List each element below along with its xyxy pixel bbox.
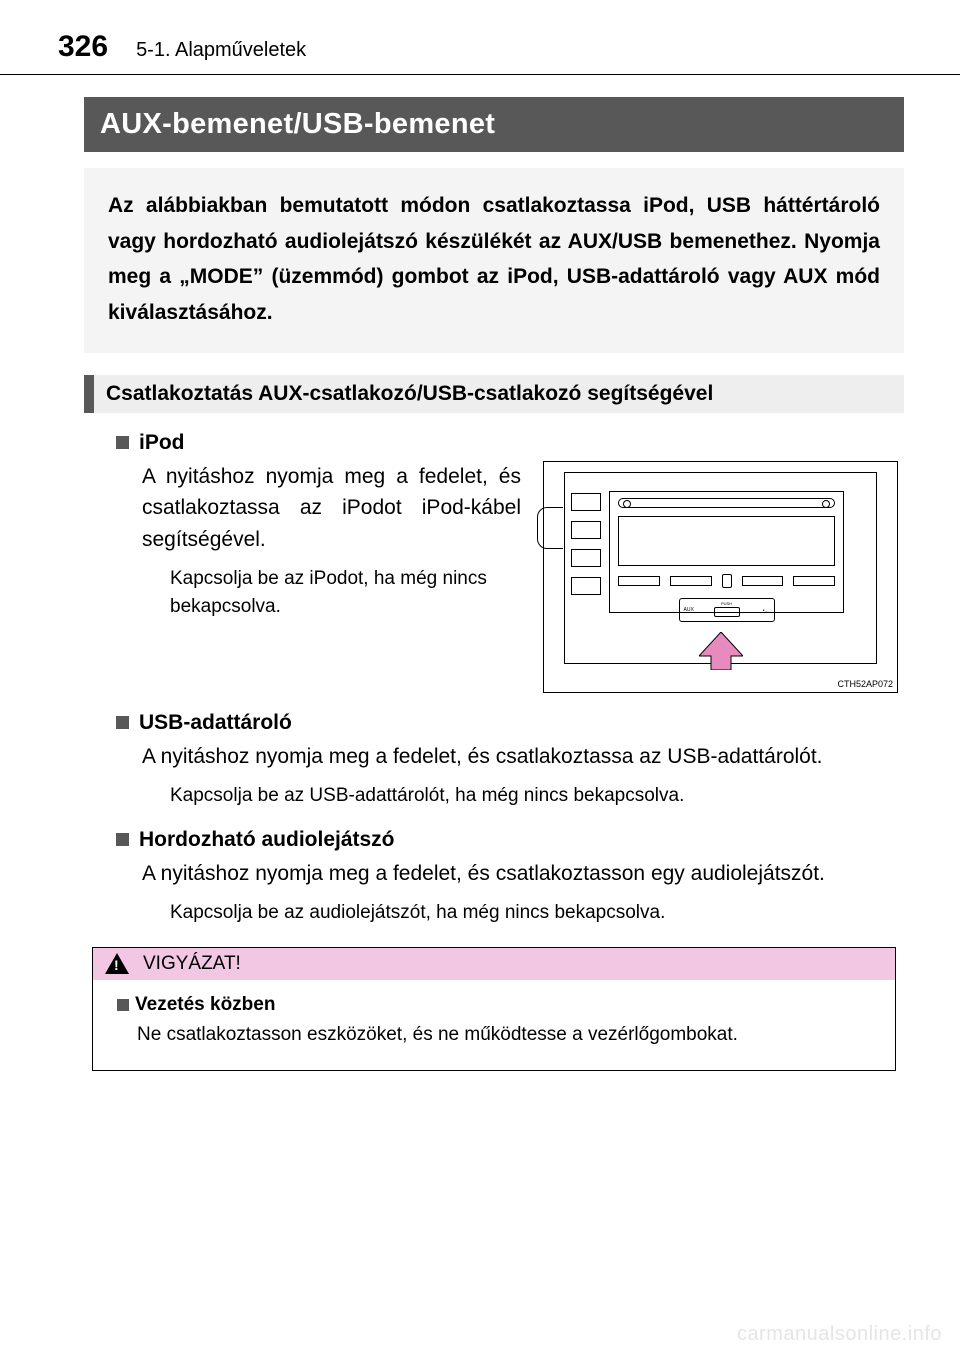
item-sub: Kapcsolja be az iPodot, ha még nincs bek…	[170, 565, 521, 620]
diagram-wrap: PUSH AUX •←	[543, 461, 898, 693]
page-header: 326 5-1. Alapműveletek	[0, 0, 960, 74]
caution-label: VIGYÁZAT!	[143, 953, 241, 975]
warning-triangle-icon	[105, 953, 129, 974]
arrow-shape	[699, 632, 743, 670]
item-row: A nyitáshoz nyomja meg a fedelet, és csa…	[90, 461, 898, 693]
item-body: A nyitáshoz nyomja meg a fedelet, és csa…	[142, 858, 898, 890]
diagram-side-button	[571, 493, 601, 511]
diagram-aux-label: AUX	[684, 607, 694, 613]
item-usb: USB-adattároló A nyitáshoz nyomja meg a …	[90, 711, 898, 810]
diagram-button	[742, 576, 784, 586]
page-title: AUX-bemenet/USB-bemenet	[84, 97, 904, 152]
diagram-port-inner	[714, 607, 740, 617]
sub-heading-accent	[84, 375, 94, 413]
sub-heading-label: Csatlakoztatás AUX-csatlakozó/USB-csatla…	[94, 375, 725, 413]
item-head: Hordozható audiolejátszó	[116, 828, 898, 852]
item-body: A nyitáshoz nyomja meg a fedelet, és csa…	[142, 461, 521, 556]
section-reference: 5-1. Alapműveletek	[136, 39, 306, 62]
diagram-push-label: PUSH	[721, 601, 732, 606]
diagram-window	[618, 516, 835, 566]
diagram-code: CTH52AP072	[837, 679, 893, 689]
main-content: AUX-bemenet/USB-bemenet Az alábbiakban b…	[0, 75, 960, 1071]
item-head: iPod	[116, 431, 898, 455]
item-title: iPod	[139, 431, 185, 455]
caution-header: VIGYÁZAT!	[93, 948, 895, 980]
diagram-arrow-icon	[699, 632, 743, 670]
diagram-button	[670, 576, 712, 586]
square-bullet-icon	[117, 999, 129, 1011]
diagram-port-cover: PUSH AUX •←	[679, 598, 775, 622]
diagram-side-button	[571, 577, 601, 595]
page: 326 5-1. Alapműveletek AUX-bemenet/USB-b…	[0, 0, 960, 1360]
diagram-side-button	[571, 549, 601, 567]
caution-box: VIGYÁZAT! Vezetés közben Ne csatlakoztas…	[92, 947, 896, 1071]
square-bullet-icon	[116, 716, 129, 729]
caution-body: Vezetés közben Ne csatlakoztasson eszköz…	[93, 980, 895, 1070]
intro-box: Az alábbiakban bemutatott módon csatlako…	[84, 168, 904, 353]
caution-sub-head: Vezetés közben	[117, 994, 877, 1016]
diagram-cd-slot	[618, 498, 835, 508]
caution-sub-title: Vezetés közben	[135, 994, 275, 1016]
item-sub: Kapcsolja be az audiolejátszót, ha még n…	[170, 899, 898, 927]
diagram-button-row	[618, 574, 835, 588]
diagram-side-tab	[537, 507, 563, 549]
diagram-side-button	[571, 521, 601, 539]
diagram-usb-icon: •←	[763, 608, 770, 614]
diagram-screen: PUSH AUX •←	[609, 491, 844, 613]
item-body: A nyitáshoz nyomja meg a fedelet, és csa…	[142, 741, 898, 773]
item-head: USB-adattároló	[116, 711, 898, 735]
caution-text: Ne csatlakoztasson eszközöket, és ne műk…	[137, 1024, 877, 1046]
item-audio-player: Hordozható audiolejátszó A nyitáshoz nyo…	[90, 828, 898, 927]
diagram-separator	[722, 574, 732, 588]
item-text-column: A nyitáshoz nyomja meg a fedelet, és csa…	[90, 461, 521, 621]
item-sub: Kapcsolja be az USB-adattárolót, ha még …	[170, 782, 898, 810]
diagram-button	[618, 576, 660, 586]
item-title: USB-adattároló	[139, 711, 292, 735]
item-title: Hordozható audiolejátszó	[139, 828, 395, 852]
watermark: carmanualsonline.info	[737, 1323, 942, 1346]
square-bullet-icon	[116, 833, 129, 846]
diagram-button	[793, 576, 835, 586]
item-ipod: iPod A nyitáshoz nyomja meg a fedelet, é…	[90, 431, 898, 693]
square-bullet-icon	[116, 436, 129, 449]
sub-heading-bar: Csatlakoztatás AUX-csatlakozó/USB-csatla…	[84, 375, 904, 413]
page-number: 326	[58, 30, 108, 64]
content-body: iPod A nyitáshoz nyomja meg a fedelet, é…	[84, 431, 904, 1071]
console-diagram: PUSH AUX •←	[543, 461, 898, 693]
